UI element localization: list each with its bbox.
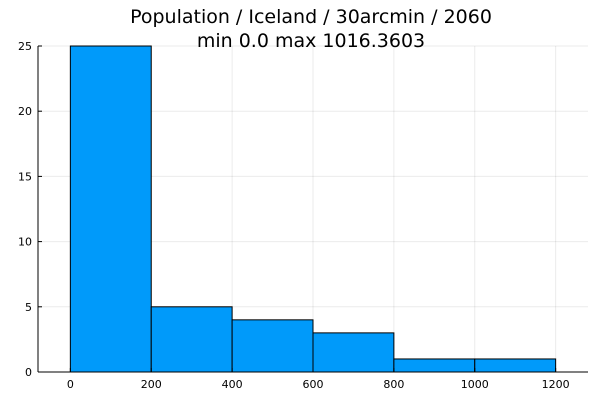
histogram-bar-0 [69,45,152,373]
x-tick-label-2: 400 [222,378,243,391]
histogram-bar-4 [393,358,476,373]
chart-title: Population / Iceland / 30arcmin / 2060 [130,6,492,28]
x-tick-label-3: 600 [303,378,324,391]
y-tick-label-5: 25 [18,40,32,53]
x-tick-label-5: 1000 [461,378,489,391]
x-tick-label-6: 1200 [542,378,570,391]
x-tick-label-0: 0 [67,378,74,391]
y-tick-label-4: 20 [18,105,32,118]
histogram-bar-1 [150,306,233,373]
x-tick-label-4: 800 [383,378,404,391]
y-tick-label-1: 5 [25,301,32,314]
histogram-bar-2 [231,319,314,373]
y-axis-ticks: 0 5 10 15 20 25 [18,40,42,379]
x-tick-label-1: 200 [141,378,162,391]
x-axis-ticks: 0 200 400 600 800 1000 1200 [67,368,570,391]
bars [69,45,557,373]
y-tick-label-0: 0 [25,366,32,379]
histogram-bar-5 [474,358,557,373]
chart-subtitle: min 0.0 max 1016.3603 [197,30,425,52]
y-tick-label-3: 15 [18,170,32,183]
y-tick-label-2: 10 [18,236,32,249]
histogram-bar-3 [312,332,395,373]
